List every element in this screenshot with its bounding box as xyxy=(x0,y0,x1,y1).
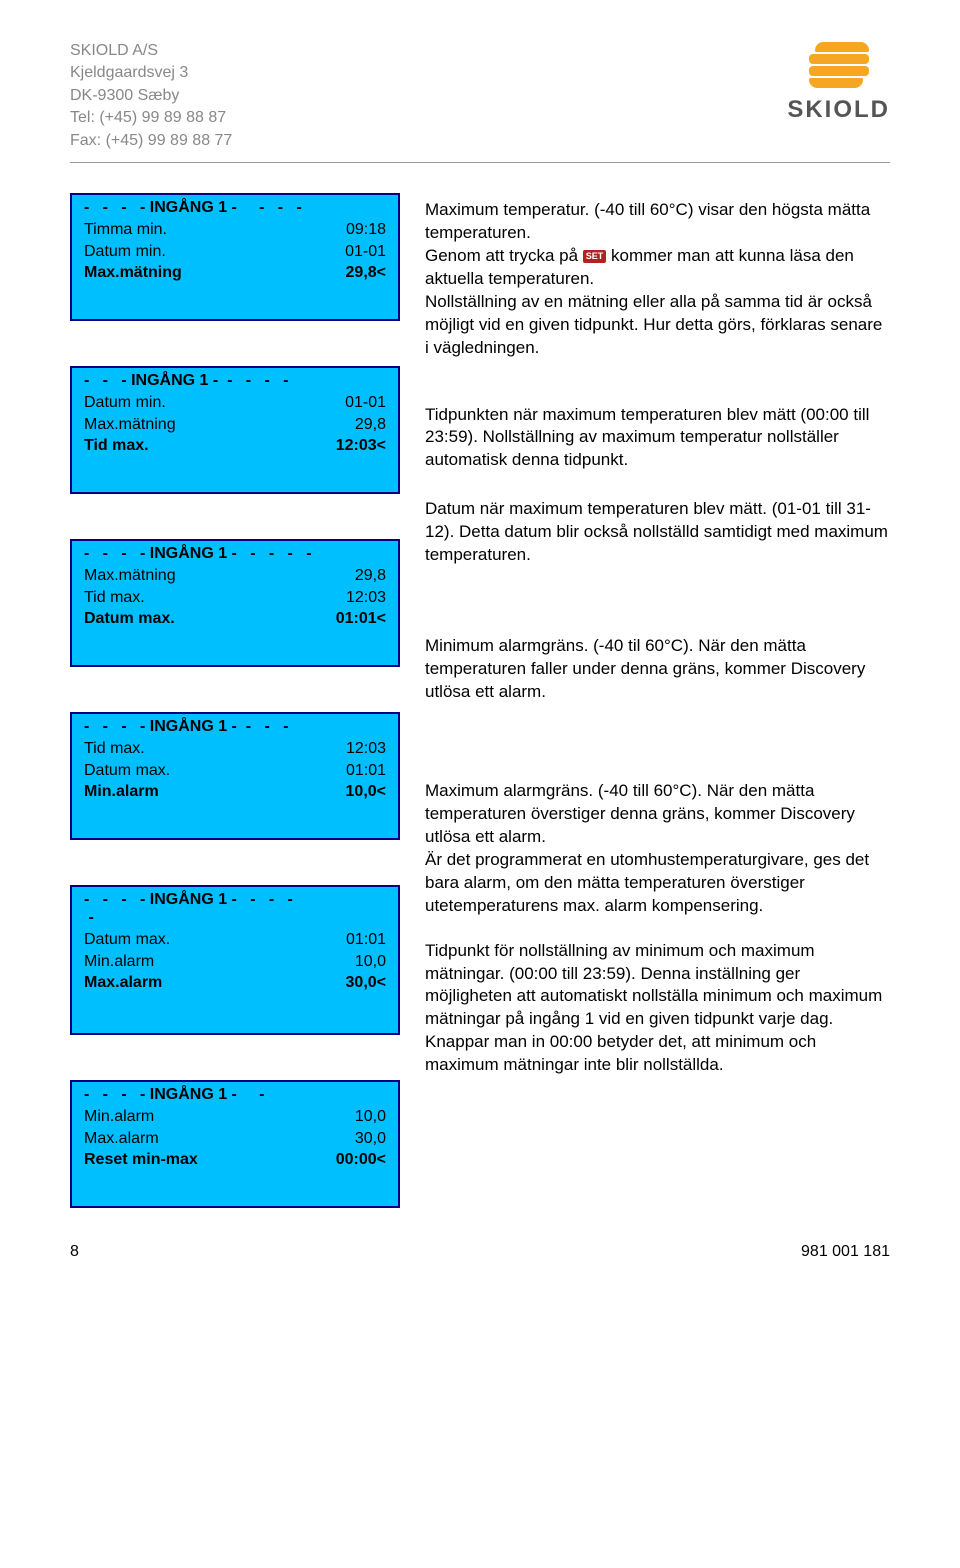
panel-row-label: Reset min-max xyxy=(84,1149,198,1171)
set-button-icon: SET xyxy=(583,250,607,263)
panel-row-label: Tid max. xyxy=(84,435,149,457)
panel-row-value: 00:00< xyxy=(336,1149,386,1171)
page-number: 8 xyxy=(70,1243,79,1261)
panel-row: Datum min. 01-01 xyxy=(84,392,386,414)
document-id: 981 001 181 xyxy=(801,1243,890,1261)
panel-header: - - - - INGÅNG 1 - - - - - xyxy=(84,545,386,563)
panel-row: Reset min-max 00:00< xyxy=(84,1149,386,1171)
panel-row: Max.alarm 30,0< xyxy=(84,972,386,994)
panel-header: - - - - INGÅNG 1 - - - - xyxy=(84,199,386,217)
panel-row-label: Tid max. xyxy=(84,587,145,609)
panel-header: - - - - INGÅNG 1 - - - - - xyxy=(84,891,386,927)
panel-row-label: Min.alarm xyxy=(84,1106,154,1128)
panel-row-value: 01-01 xyxy=(345,392,386,414)
panel-row: Datum min. 01-01 xyxy=(84,241,386,263)
panel-row-label: Max.alarm xyxy=(84,1128,159,1150)
display-panel: - - - - INGÅNG 1 - -Min.alarm10,0Max.ala… xyxy=(70,1080,400,1208)
panel-row-value: 09:18 xyxy=(346,219,386,241)
panel-row-label: Datum min. xyxy=(84,392,166,414)
panel-row: Min.alarm 10,0 xyxy=(84,951,386,973)
display-panel: - - - - INGÅNG 1 - - - - - Max.mätning 29,… xyxy=(70,539,400,667)
panel-row-value: 29,8 xyxy=(355,414,386,436)
panel-header: - - - INGÅNG 1 - - - - - xyxy=(84,372,386,390)
panel-row: Timma min. 09:18 xyxy=(84,219,386,241)
panel-row-value: 30,0< xyxy=(346,972,386,994)
panel-row-label: Max.mätning xyxy=(84,565,176,587)
panel-row-value: 01:01< xyxy=(336,608,386,630)
panel-row-value: 29,8< xyxy=(346,262,386,284)
panel-row-label: Max.alarm xyxy=(84,972,162,994)
panel-row-value: 01-01 xyxy=(345,241,386,263)
panel-row: Max.alarm 30,0 xyxy=(84,1128,386,1150)
logo-text: SKIOLD xyxy=(787,96,890,124)
panel-row-value: 10,0 xyxy=(355,951,386,973)
company-tel: Tel: (+45) 99 89 88 87 xyxy=(70,107,232,129)
skiold-logo: SKIOLD xyxy=(787,40,890,124)
panel-row: Tid max. 12:03< xyxy=(84,435,386,457)
panel-row-value: 10,0 xyxy=(355,1106,386,1128)
panel-row: Tid max. 12:03 xyxy=(84,738,386,760)
para-reset-info: Nollställning av en mätning eller alla p… xyxy=(425,291,890,360)
company-postal: DK-9300 Sæby xyxy=(70,85,232,107)
company-fax: Fax: (+45) 99 89 88 77 xyxy=(70,130,232,152)
panel-row-label: Max.mätning xyxy=(84,262,182,284)
page-footer: 8 981 001 181 xyxy=(70,1243,890,1261)
panel-row-value: 10,0< xyxy=(346,781,386,803)
panel-row: Max.mätning 29,8 xyxy=(84,565,386,587)
para-min-alarm: Minimum alarmgräns. (-40 til 60°C). När … xyxy=(425,635,890,704)
panel-row: Datum max. 01:01 xyxy=(84,760,386,782)
company-name: SKIOLD A/S xyxy=(70,40,232,62)
display-panel: - - - INGÅNG 1 - - - - -Datum min.01-01M… xyxy=(70,366,400,494)
panel-row-label: Min.alarm xyxy=(84,951,154,973)
logo-mark-icon xyxy=(809,40,869,90)
para-reset-time: Tidpunkt för nollställning av minimum oc… xyxy=(425,940,890,1078)
panel-row: Tid max. 12:03 xyxy=(84,587,386,609)
panel-row-value: 29,8 xyxy=(355,565,386,587)
panel-row: Min.alarm 10,0 xyxy=(84,1106,386,1128)
panel-header: - - - - INGÅNG 1 - - - - xyxy=(84,718,386,736)
panel-row-value: 12:03 xyxy=(346,587,386,609)
para-max-temp: Maximum temperatur. (-40 till 60°C) visa… xyxy=(425,199,890,245)
para-outdoor-sensor: Är det programmerat en utomhustemperatur… xyxy=(425,849,890,918)
display-panel: - - - - INGÅNG 1 - - - - -Datum max. 01:0… xyxy=(70,885,400,1035)
display-panel: - - - - INGÅNG 1 - - - -Tid max.12:03Dat… xyxy=(70,712,400,840)
panel-header: - - - - INGÅNG 1 - - xyxy=(84,1086,386,1104)
panel-row-value: 01:01 xyxy=(346,929,386,951)
panel-row-label: Datum max. xyxy=(84,608,175,630)
panel-row-label: Datum max. xyxy=(84,760,170,782)
panel-row-label: Min.alarm xyxy=(84,781,159,803)
para-max-alarm: Maximum alarmgräns. (-40 till 60°C). När… xyxy=(425,780,890,849)
panel-row: Datum max. 01:01 xyxy=(84,929,386,951)
panel-row-label: Timma min. xyxy=(84,219,167,241)
panel-row-label: Datum min. xyxy=(84,241,166,263)
panel-row-label: Max.mätning xyxy=(84,414,176,436)
panel-row: Datum max. 01:01< xyxy=(84,608,386,630)
company-info: SKIOLD A/S Kjeldgaardsvej 3 DK-9300 Sæby… xyxy=(70,40,232,152)
panel-row: Max.mätning 29,8 xyxy=(84,414,386,436)
panels-column: - - - - INGÅNG 1 - - - -Timma min.09:18D… xyxy=(70,193,400,1253)
page-header: SKIOLD A/S Kjeldgaardsvej 3 DK-9300 Sæby… xyxy=(70,40,890,163)
para-date-max: Datum när maximum temperaturen blev mätt… xyxy=(425,498,890,567)
display-panel: - - - - INGÅNG 1 - - - -Timma min.09:18D… xyxy=(70,193,400,321)
panel-row: Min.alarm 10,0< xyxy=(84,781,386,803)
panel-row-value: 01:01 xyxy=(346,760,386,782)
panel-row: Max.mätning 29,8< xyxy=(84,262,386,284)
panel-row-value: 12:03 xyxy=(346,738,386,760)
panel-row-label: Tid max. xyxy=(84,738,145,760)
description-column: Maximum temperatur. (-40 till 60°C) visa… xyxy=(425,193,890,1253)
para-timepoint: Tidpunkten när maximum temperaturen blev… xyxy=(425,404,890,473)
para-press-set: Genom att trycka på SET kommer man att k… xyxy=(425,245,890,291)
panel-row-value: 30,0 xyxy=(355,1128,386,1150)
panel-row-label: Datum max. xyxy=(84,929,170,951)
company-address: Kjeldgaardsvej 3 xyxy=(70,62,232,84)
panel-row-value: 12:03< xyxy=(336,435,386,457)
